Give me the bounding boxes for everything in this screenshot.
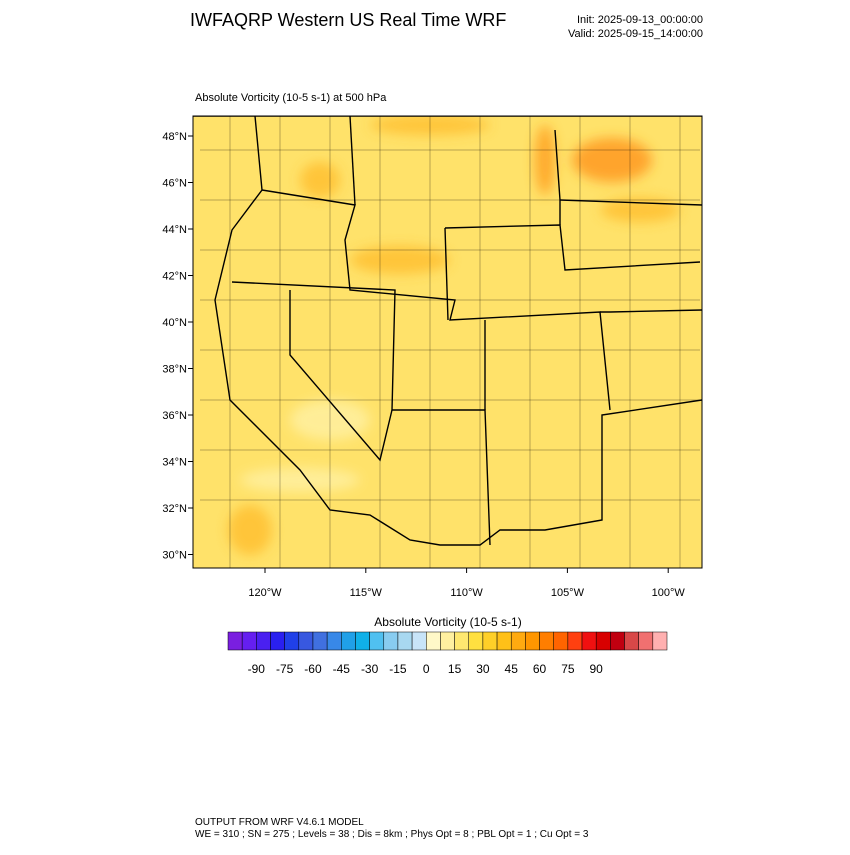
colorbar-box [270,631,285,651]
lat-label: 46°N [162,178,187,190]
colorbar-box [256,631,271,651]
colorbar-box [553,631,569,651]
lon-label: 100°W [652,587,686,599]
colorbar-label: 90 [590,662,604,676]
colorbar-box [482,631,498,651]
lat-label: 30°N [162,550,187,562]
init-time: Init: 2025-09-13_00:00:00 [577,14,703,26]
colorbar-box [496,631,512,651]
colorbar-box [426,631,441,651]
colorbar-box [397,631,413,651]
colorbar-label: 30 [476,662,490,676]
colorbar-label: -75 [276,662,294,676]
colorbar-box [510,631,526,651]
lon-label: 110°W [450,587,483,599]
colorbar: Absolute Vorticity (10-5 s-1) -90 -75 -60 -4… [227,615,668,676]
colorbar-label: 15 [448,662,462,676]
colorbar-label: -15 [389,662,407,676]
lat-label: 34°N [162,457,187,469]
lat-label: 36°N [162,410,187,422]
footer-line: OUTPUT FROM WRF V4.6.1 MODEL [195,817,364,828]
colorbar-label: -90 [248,662,266,676]
lon-label: 105°W [551,587,585,599]
colorbar-box [284,631,300,651]
lat-label: 32°N [162,503,187,515]
colorbar-box [326,631,342,651]
colorbar-box [355,631,370,651]
colorbar-label: -30 [361,662,379,676]
colorbar-label: 45 [505,662,519,676]
map-frame [192,115,703,569]
colorbar-box [383,631,399,651]
colorbar-box [227,631,243,651]
subtitle: Absolute Vorticity (10-5 s-1) at 500 hPa [195,92,387,104]
colorbar-box [312,631,328,651]
colorbar-label: 60 [533,662,547,676]
colorbar-label: -60 [304,662,322,676]
colorbar-box [581,631,597,651]
lon-label: 120°W [248,587,282,599]
colorbar-box [341,631,356,651]
colorbar-label: 75 [561,662,575,676]
colorbar-box [454,631,469,651]
map [193,116,702,568]
colorbar-box [298,631,314,651]
colorbar-label: -45 [333,662,351,676]
colorbar-box [241,631,257,651]
colorbar-box [638,631,654,651]
colorbar-box [610,631,625,651]
lon-label: 115°W [350,587,383,599]
colorbar-box [411,631,427,651]
colorbar-box [440,631,455,651]
colorbar-box [539,631,554,651]
colorbar-title: Absolute Vorticity (10-5 s-1) [374,615,521,629]
lat-label: 44°N [162,224,187,236]
lat-label: 40°N [162,317,187,329]
lat-label: 38°N [162,364,187,376]
colorbar-box [652,631,668,651]
colorbar-box [595,631,611,651]
valid-time: Valid: 2025-09-15_14:00:00 [568,28,703,40]
lat-label: 42°N [162,271,187,283]
lat-label: 48°N [162,131,187,143]
colorbar-box [624,631,639,651]
title: IWFAQRP Western US Real Time WRF [190,10,506,30]
colorbar-box [468,631,484,651]
colorbar-box [369,631,385,651]
colorbar-box [567,631,583,651]
footer-line: WE = 310 ; SN = 275 ; Levels = 38 ; Dis … [195,829,589,840]
colorbar-label: 0 [423,662,430,676]
colorbar-box [525,631,540,651]
